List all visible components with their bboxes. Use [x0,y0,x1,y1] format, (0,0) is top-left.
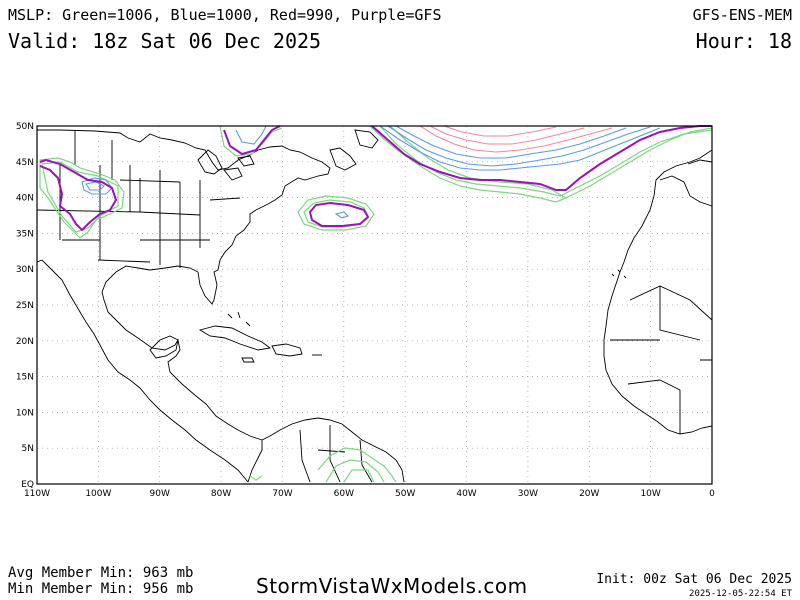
purple-north-trough [371,125,712,191]
blue-north-trough [379,125,661,171]
south-america-coast [247,417,405,483]
bahamas [227,311,251,327]
brand-watermark: StormVistaWxModels.com [256,574,528,598]
lat-label: 15N [16,373,34,383]
red-north-low-3 [443,125,557,137]
iberia-europe [659,159,713,207]
lon-label: 80W [211,489,231,499]
lon-label: 60W [334,489,354,499]
green-north-trough [369,125,713,203]
lat-label: 25N [16,301,34,311]
green-sa-lows [317,447,397,483]
lat-lon-grid [37,126,712,484]
lat-label: 30N [16,265,34,275]
model-name: GFS-ENS-MEM [692,6,792,24]
lat-label: 40N [16,194,34,204]
lat-label: 20N [16,337,34,347]
yucatan [149,335,179,359]
cuba [198,325,272,351]
lon-label: 110W [24,489,50,499]
coastlines [36,129,713,483]
lat-label: 5N [22,444,34,454]
purple-contours-gfs [39,125,712,232]
purple-west-low [39,158,118,232]
great-lakes [197,149,255,181]
green-west-low [39,157,125,239]
green-atlantic-low [297,195,375,231]
lat-label: 45N [16,158,34,168]
legend-line: MSLP: Green=1006, Blue=1000, Red=990, Pu… [8,6,442,24]
sa-borders [299,425,373,483]
purple-atlantic-low [308,201,370,227]
greenland-newfoundland [329,129,379,171]
map-frame [36,125,713,485]
lon-label: 20W [579,489,599,499]
lon-label: 40W [456,489,476,499]
red-contours-990 [419,125,613,153]
init-time: Init: 00z Sat 06 Dec 2025 [596,572,792,587]
lon-label: 100W [85,489,111,499]
africa-borders [610,285,713,434]
min-member-min: Min Member Min: 956 mb [8,581,194,597]
blue-contours-1000 [81,125,661,219]
blue-lakes-low [235,125,267,145]
purple-lakes-low [223,125,281,156]
green-lakes-low [219,125,283,157]
lat-label: 50N [16,122,34,132]
red-north-low [419,125,613,153]
green-contours-1006 [39,125,713,483]
lat-label: 10N [16,408,34,418]
lon-label: 30W [518,489,538,499]
blue-north-trough-3 [395,125,627,159]
lon-label: 70W [272,489,292,499]
longitude-labels: 110W 100W 90W 80W 70W 60W 50W 40W 30W 20W 10W 0 [24,489,715,499]
blue-atlantic-spot [334,211,350,219]
north-america-coast [37,129,331,441]
blue-west-low [81,177,113,195]
latitude-labels: 50N 45N 40N 35N 30N 25N 20N 15N 10N 5N EQ [16,122,34,490]
avg-member-min: Avg Member Min: 963 mb [8,565,194,581]
green-sa-west [249,475,263,481]
generated-timestamp: 2025-12-05-22:54 ET [689,589,792,599]
lon-label: 90W [150,489,170,499]
lon-label: 10W [640,489,660,499]
valid-time: Valid: 18z Sat 06 Dec 2025 [8,29,322,53]
western-coast [36,259,249,483]
lat-label: EQ [21,480,34,490]
blue-north-trough-2 [387,125,651,167]
jamaica [241,357,255,363]
lat-label: 35N [16,229,34,239]
red-north-low-2 [429,125,585,145]
forecast-hour: Hour: 18 [695,29,792,53]
canary-islands [611,269,627,279]
lon-label: 50W [395,489,415,499]
lon-label: 0 [709,489,715,499]
africa-coast [603,149,713,435]
hispaniola [271,343,303,357]
